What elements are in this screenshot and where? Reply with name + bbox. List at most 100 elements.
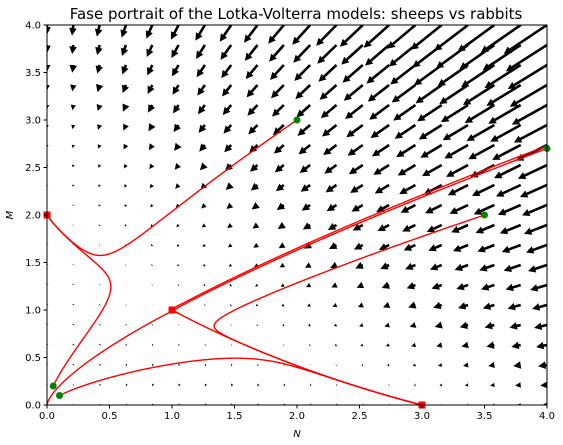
- vector-arrow: [152, 384, 154, 387]
- vector-arrow: [498, 204, 521, 216]
- vector-arrow: [430, 263, 442, 270]
- vector-arrow: [96, 65, 103, 74]
- vector-arrow: [274, 144, 285, 154]
- vector-arrow: [151, 324, 153, 326]
- vector-arrow: [70, 85, 76, 92]
- vector-arrow: [72, 264, 75, 265]
- vector-arrow: [253, 222, 260, 228]
- vector-arrow: [178, 344, 179, 347]
- vector-arrow: [532, 303, 547, 310]
- vector-arrow: [171, 44, 179, 58]
- vector-arrow: [441, 104, 469, 122]
- vector-arrow: [171, 24, 180, 39]
- vector-arrow: [325, 184, 337, 192]
- vector-arrow: [408, 301, 416, 308]
- vector-arrow: [204, 284, 206, 286]
- vector-arrow: [152, 364, 154, 367]
- vector-arrow: [230, 324, 232, 326]
- vector-arrow: [371, 124, 390, 138]
- vector-arrow: [528, 264, 547, 273]
- vector-arrow: [490, 383, 495, 387]
- vector-arrow: [342, 64, 363, 83]
- vector-arrow: [205, 344, 206, 347]
- vector-arrow: [515, 382, 521, 388]
- vector-arrow: [366, 64, 390, 84]
- vector-arrow: [438, 363, 442, 367]
- vector-arrow: [246, 64, 259, 79]
- vector-arrow: [152, 344, 154, 347]
- vector-arrow: [252, 202, 260, 209]
- vector-arrow: [355, 262, 363, 269]
- vector-arrow: [302, 203, 311, 210]
- vector-arrow: [538, 361, 547, 369]
- y-tick-label: 3.0: [25, 116, 41, 127]
- vector-arrow: [398, 164, 416, 176]
- vector-arrow: [150, 184, 154, 188]
- vector-arrow: [151, 264, 153, 266]
- vector-arrow: [148, 104, 155, 112]
- vector-arrow: [425, 204, 442, 213]
- vector-arrow: [281, 283, 285, 286]
- vector-arrow: [72, 304, 75, 305]
- vector-arrow: [125, 304, 128, 305]
- vector-arrow: [72, 165, 75, 168]
- vector-arrow: [228, 243, 232, 247]
- vector-arrow: [456, 283, 468, 290]
- vector-arrow: [229, 284, 232, 287]
- trajectory-line: [47, 120, 297, 255]
- vector-arrow: [513, 361, 521, 368]
- vector-arrow: [279, 242, 286, 248]
- vector-arrow: [70, 65, 78, 73]
- vector-arrow: [331, 282, 337, 287]
- vector-arrow: [99, 344, 101, 346]
- vector-arrow: [373, 164, 389, 175]
- vector-arrow: [123, 104, 130, 112]
- vector-arrow: [362, 364, 364, 367]
- vector-arrow: [476, 224, 495, 234]
- vector-arrow: [151, 244, 153, 246]
- vector-arrow: [199, 143, 207, 151]
- vector-arrow: [468, 144, 495, 159]
- vector-arrow: [95, 25, 102, 37]
- vector-arrow: [72, 344, 75, 345]
- vector-arrow: [277, 203, 285, 210]
- vector-arrow: [173, 84, 180, 94]
- x-tick-label: 0.5: [102, 411, 118, 422]
- vector-arrow: [300, 164, 311, 173]
- vector-arrow: [540, 382, 547, 389]
- vector-arrow: [460, 322, 469, 329]
- vector-arrow: [399, 184, 416, 194]
- vector-arrow: [351, 204, 363, 212]
- vector-arrow: [522, 204, 548, 216]
- vector-arrow: [318, 64, 337, 82]
- y-tick-label: 1.0: [25, 306, 41, 317]
- vector-arrow: [417, 104, 442, 121]
- vector-arrow: [72, 204, 75, 205]
- vector-arrow: [477, 244, 494, 253]
- vector-arrow: [419, 124, 443, 140]
- trajectories: [47, 120, 563, 405]
- vector-arrow: [504, 264, 521, 272]
- vector-arrow: [446, 164, 469, 177]
- vector-arrow: [173, 104, 180, 113]
- vector-arrow: [176, 224, 179, 227]
- vector-arrow: [372, 144, 390, 157]
- vector-arrow: [294, 64, 311, 81]
- vector-arrow: [433, 302, 442, 309]
- vector-arrow: [98, 184, 101, 187]
- vector-arrow: [125, 284, 127, 286]
- vector-arrow: [72, 145, 75, 148]
- trajectory-line: [47, 215, 111, 386]
- vector-arrow: [455, 264, 469, 271]
- vector-arrow: [465, 383, 468, 386]
- chart-title: Fase portrait of the Lotka-Volterra mode…: [70, 5, 523, 23]
- vector-arrow: [177, 244, 180, 247]
- vector-arrow: [500, 224, 521, 234]
- vector-arrow: [200, 162, 208, 170]
- vector-arrow: [292, 24, 311, 45]
- vector-arrow: [483, 303, 495, 310]
- vector-arrow: [502, 244, 521, 253]
- vector-arrow: [203, 264, 206, 267]
- vector-arrow: [95, 45, 102, 55]
